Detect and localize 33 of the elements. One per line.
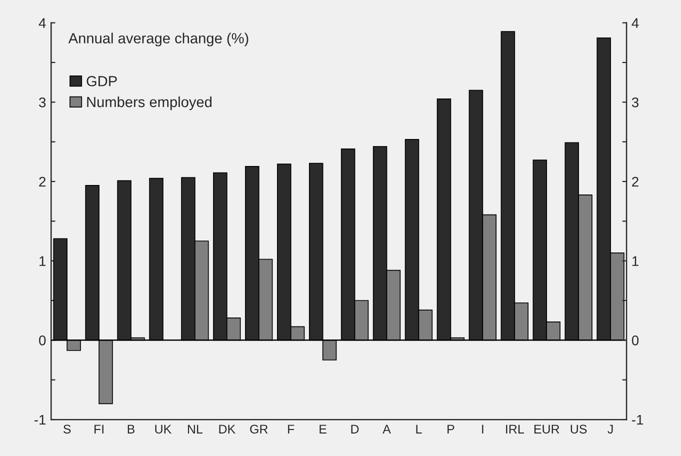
- x-tick-label: US: [570, 424, 587, 434]
- legend-label: Numbers employed: [87, 96, 212, 110]
- y2-tick-label: 1: [632, 256, 638, 266]
- x-tick-label: DK: [219, 424, 236, 434]
- x-tick-label: GR: [250, 424, 268, 434]
- y-tick-label: -1: [34, 414, 46, 425]
- x-tick-label: J: [608, 424, 613, 434]
- x-tick-label: UK: [155, 424, 172, 434]
- text: Annual average change (%): [68, 32, 248, 46]
- x-tick-label: F: [288, 424, 294, 434]
- y-tick-label: 4: [38, 18, 46, 28]
- legend-label: GDP: [86, 76, 117, 86]
- y2-tick-label: 2: [632, 176, 638, 187]
- y2-tick-label: -1: [632, 414, 644, 425]
- x-tick-label: S: [63, 424, 71, 434]
- x-tick-label: B: [128, 424, 135, 434]
- y2-tick-label: 4: [632, 18, 639, 28]
- x-tick-label: FI: [94, 424, 104, 434]
- x-tick-label: EUR: [534, 424, 560, 434]
- x-tick-label: IRL: [506, 424, 524, 434]
- x-tick-label: A: [382, 424, 391, 434]
- y-tick-label: 0: [39, 336, 46, 346]
- y-tick-label: 3: [39, 97, 46, 108]
- x-tick-label: NL: [188, 424, 203, 434]
- x-tick-label: I: [482, 424, 484, 434]
- y2-tick-label: 3: [632, 97, 638, 108]
- x-tick-label: E: [320, 424, 326, 434]
- x-tick-label: L: [416, 424, 422, 434]
- y2-tick-label: 0: [632, 336, 639, 346]
- x-tick-label: P: [448, 424, 454, 434]
- y-tick-label: 1: [40, 256, 46, 266]
- x-tick-label: D: [351, 424, 359, 434]
- y-tick-label: 2: [39, 176, 46, 187]
